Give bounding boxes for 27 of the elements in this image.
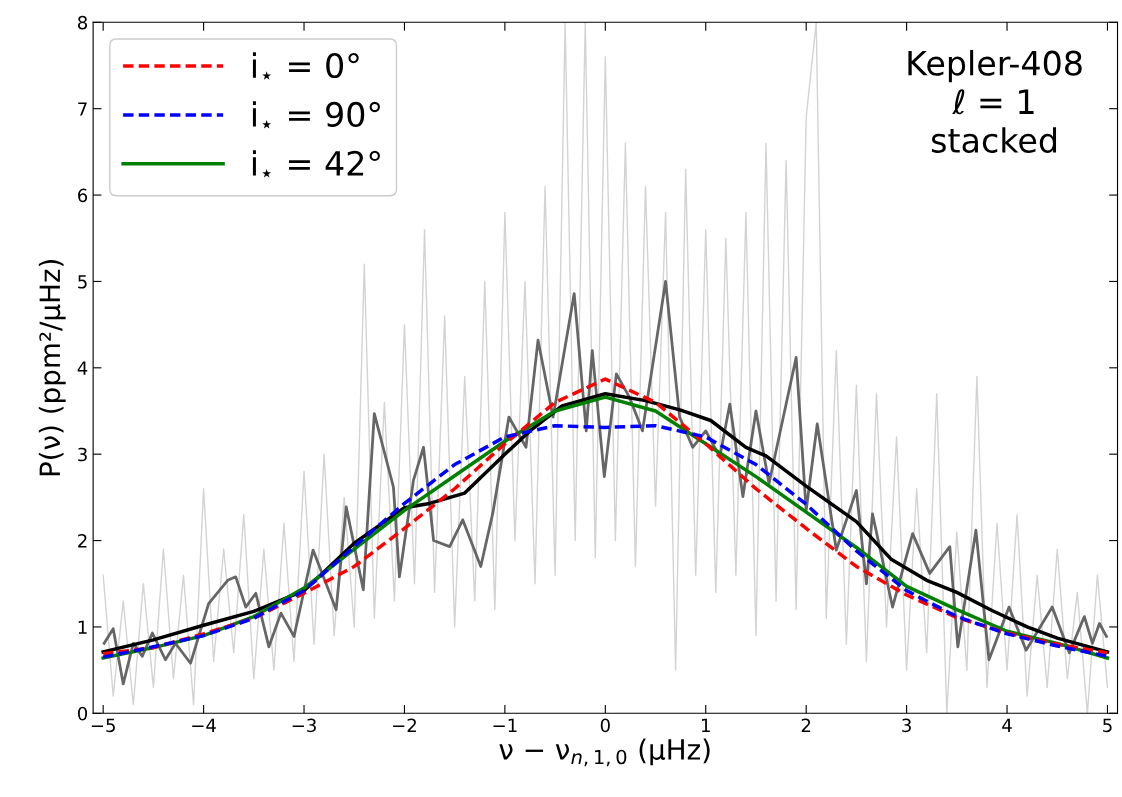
y-tick-label: 6: [78, 188, 88, 203]
x-tick-label: 1: [701, 718, 710, 732]
y-tick-label: 7: [78, 102, 87, 116]
x-tick-label: −5: [91, 718, 115, 733]
x-tick-label: 0: [600, 718, 610, 733]
legend-label: i$_{⋆}$ = 90°: [252, 101, 380, 129]
x-tick-label: 2: [801, 718, 811, 732]
x-tick-label: −1: [493, 718, 517, 732]
legend-label: i$_{⋆}$ = 42°: [252, 150, 380, 178]
x-tick-label: −3: [292, 718, 316, 733]
x-tick-label: 5: [1103, 718, 1112, 733]
y-axis-title: P(ν) (ppm²/μHz): [38, 260, 66, 476]
x-axis-title: ν − ν$_{n,1,0}$ (μHz): [499, 738, 710, 767]
y-tick-label: 8: [78, 15, 88, 30]
x-tick-label: 4: [1002, 718, 1012, 732]
y-tick-label: 4: [77, 361, 88, 375]
y-tick-label: 0: [77, 706, 88, 721]
x-tick-label: −2: [393, 718, 416, 732]
legend-label: i$_{⋆}$ = 0°: [252, 52, 359, 80]
line-series: [102, 22, 1109, 714]
y-tick-label: 1: [78, 620, 87, 634]
y-tick-label: 2: [78, 534, 87, 548]
y-tick-label: 5: [78, 275, 87, 289]
x-tick-label: 3: [902, 718, 911, 733]
y-tick-label: 3: [78, 447, 87, 462]
annotation: Kepler-408 ℓ = 1 stacked: [908, 49, 1082, 153]
x-tick-label: −4: [192, 718, 216, 732]
